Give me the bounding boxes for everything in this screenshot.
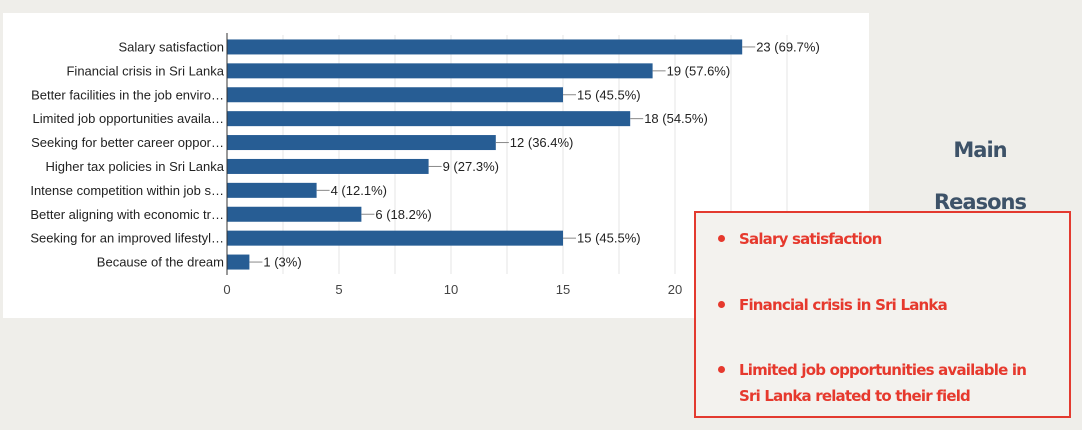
category-label: Seeking for better career oppor… <box>31 135 224 150</box>
main-reasons-title: Main Reasons <box>925 124 1035 228</box>
category-label: Limited job opportunities availa… <box>33 111 225 126</box>
reason-item: Salary satisfaction <box>718 226 1059 252</box>
bar <box>227 111 631 127</box>
data-label: 12 (36.4%) <box>510 135 574 150</box>
data-label: 23 (69.7%) <box>756 39 820 54</box>
reason-item: Limited job opportunities available in S… <box>718 357 1044 409</box>
bar <box>227 87 563 103</box>
bullet-icon <box>718 301 725 308</box>
category-label: Better aligning with economic tr… <box>30 207 224 222</box>
category-label: Seeking for an improved lifestyl… <box>30 231 224 246</box>
bar <box>227 63 653 79</box>
reason-item: Financial crisis in Sri Lanka <box>718 292 1059 318</box>
bar <box>227 158 429 174</box>
bar <box>227 39 743 55</box>
data-label: 9 (27.3%) <box>443 159 499 174</box>
data-label: 15 (45.5%) <box>577 231 641 246</box>
category-label: Because of the dream <box>97 255 224 270</box>
category-label: Salary satisfaction <box>119 39 225 54</box>
main-reasons-title-line1: Main <box>953 138 1007 162</box>
reason-text: Salary satisfaction <box>739 230 882 248</box>
data-label: 19 (57.6%) <box>667 63 731 78</box>
bar <box>227 206 362 222</box>
bar <box>227 254 250 270</box>
data-label: 6 (18.2%) <box>375 207 431 222</box>
data-label: 18 (54.5%) <box>644 111 708 126</box>
bar <box>227 135 496 151</box>
main-reasons-box: Salary satisfaction Financial crisis in … <box>694 211 1071 418</box>
data-label: 1 (3%) <box>263 255 301 270</box>
reason-text: Financial crisis in Sri Lanka <box>739 296 948 314</box>
x-tick-label: 15 <box>556 282 570 297</box>
category-label: Intense competition within job s… <box>30 183 224 198</box>
bullet-icon <box>718 235 725 242</box>
bar <box>227 182 317 198</box>
data-label: 4 (12.1%) <box>331 183 387 198</box>
category-label: Higher tax policies in Sri Lanka <box>46 159 225 174</box>
category-label: Financial crisis in Sri Lanka <box>66 63 224 78</box>
bar <box>227 230 563 246</box>
bullet-icon <box>718 366 725 373</box>
x-tick-label: 0 <box>223 282 230 297</box>
category-label: Better facilities in the job enviro… <box>31 87 224 102</box>
bar-chart-panel: Salary satisfaction 23 (69.7%) Financial c… <box>3 13 869 318</box>
main-reasons-title-line2: Reasons <box>934 190 1027 214</box>
x-tick-label: 5 <box>335 282 342 297</box>
x-tick-label: 10 <box>444 282 458 297</box>
bar-chart: Salary satisfaction 23 (69.7%) Financial c… <box>30 33 820 297</box>
x-tick-label: 20 <box>668 282 682 297</box>
data-label: 15 (45.5%) <box>577 87 641 102</box>
reason-text: Limited job opportunities available in S… <box>739 361 1027 405</box>
